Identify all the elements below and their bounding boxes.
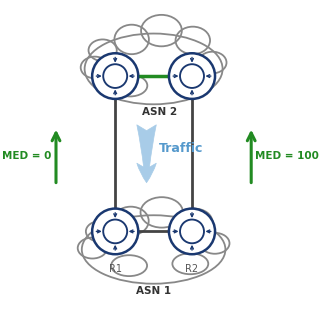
Text: MED = 0: MED = 0 [2, 151, 51, 161]
Text: MED = 100: MED = 100 [254, 151, 318, 161]
Circle shape [103, 220, 127, 243]
Ellipse shape [111, 255, 147, 276]
Text: Traffic: Traffic [159, 142, 204, 156]
Ellipse shape [78, 238, 107, 259]
Text: ASN 2: ASN 2 [142, 107, 178, 117]
Ellipse shape [113, 207, 149, 235]
Ellipse shape [86, 221, 115, 242]
Ellipse shape [113, 75, 147, 96]
Ellipse shape [140, 197, 183, 228]
Ellipse shape [89, 39, 117, 61]
Circle shape [180, 220, 204, 243]
Circle shape [92, 209, 138, 254]
Circle shape [92, 53, 138, 99]
Ellipse shape [198, 52, 227, 73]
Text: R1: R1 [109, 264, 122, 274]
Circle shape [180, 64, 204, 88]
Text: R2: R2 [185, 264, 199, 274]
Text: ASN 1: ASN 1 [136, 286, 171, 296]
Circle shape [169, 53, 215, 99]
Ellipse shape [115, 25, 149, 54]
Ellipse shape [176, 209, 212, 235]
Circle shape [169, 209, 215, 254]
Ellipse shape [141, 15, 182, 46]
Circle shape [103, 64, 127, 88]
Ellipse shape [172, 253, 208, 274]
Ellipse shape [172, 73, 206, 94]
Ellipse shape [176, 27, 210, 54]
Ellipse shape [82, 215, 225, 284]
Ellipse shape [81, 57, 109, 78]
Ellipse shape [200, 233, 229, 254]
Ellipse shape [84, 34, 223, 104]
